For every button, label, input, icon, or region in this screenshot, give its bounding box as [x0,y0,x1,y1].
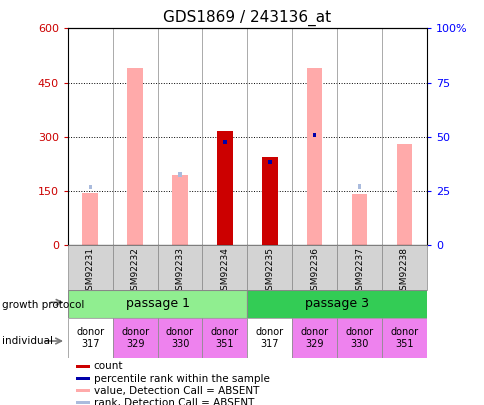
Text: growth protocol: growth protocol [2,300,85,310]
Text: donor
330: donor 330 [166,327,194,349]
Text: percentile rank within the sample: percentile rank within the sample [93,373,269,384]
Text: GSM92234: GSM92234 [220,247,229,296]
Text: donor
317: donor 317 [255,327,283,349]
Text: GSM92236: GSM92236 [309,247,318,296]
Bar [381,318,426,358]
Bar [291,318,336,358]
Text: GSM92233: GSM92233 [175,247,184,296]
Bar [312,133,316,137]
Text: GSM92231: GSM92231 [86,247,95,296]
Title: GDS1869 / 243136_at: GDS1869 / 243136_at [163,9,331,26]
Bar [76,401,90,404]
Bar [82,193,98,245]
Bar [306,68,322,245]
Text: GSM92232: GSM92232 [130,247,139,296]
FancyBboxPatch shape [202,245,247,290]
FancyBboxPatch shape [112,245,157,290]
Bar [172,175,187,245]
Bar [127,68,143,245]
Text: GSM92238: GSM92238 [399,247,408,296]
FancyBboxPatch shape [291,245,336,290]
Bar [357,184,361,189]
FancyBboxPatch shape [247,245,291,290]
Bar [247,290,426,318]
FancyBboxPatch shape [157,245,202,290]
Bar [247,318,291,358]
Bar [351,194,366,245]
Text: donor
330: donor 330 [345,327,373,349]
FancyBboxPatch shape [336,245,381,290]
Bar [68,318,112,358]
Text: count: count [93,361,123,371]
Bar [76,377,90,380]
Bar [202,318,247,358]
Bar [178,173,182,177]
Text: GSM92237: GSM92237 [354,247,363,296]
Bar [217,131,232,245]
FancyBboxPatch shape [381,245,426,290]
Bar [157,318,202,358]
Text: passage 1: passage 1 [125,297,189,310]
Text: passage 3: passage 3 [304,297,368,310]
Bar [223,140,226,144]
Text: value, Detection Call = ABSENT: value, Detection Call = ABSENT [93,386,258,396]
Text: individual: individual [2,336,53,346]
Text: donor
351: donor 351 [211,327,239,349]
Bar [76,365,90,368]
Text: donor
329: donor 329 [300,327,328,349]
Bar [112,318,157,358]
Bar [336,318,381,358]
Text: donor
329: donor 329 [121,327,149,349]
Bar [68,290,247,318]
Bar [261,157,277,245]
Text: rank, Detection Call = ABSENT: rank, Detection Call = ABSENT [93,398,254,405]
Text: donor
351: donor 351 [390,327,418,349]
Bar [76,389,90,392]
Text: donor
317: donor 317 [76,327,104,349]
Text: GSM92235: GSM92235 [265,247,274,296]
Bar [268,160,271,164]
Bar [396,144,411,245]
FancyBboxPatch shape [68,245,112,290]
Bar [89,185,92,190]
